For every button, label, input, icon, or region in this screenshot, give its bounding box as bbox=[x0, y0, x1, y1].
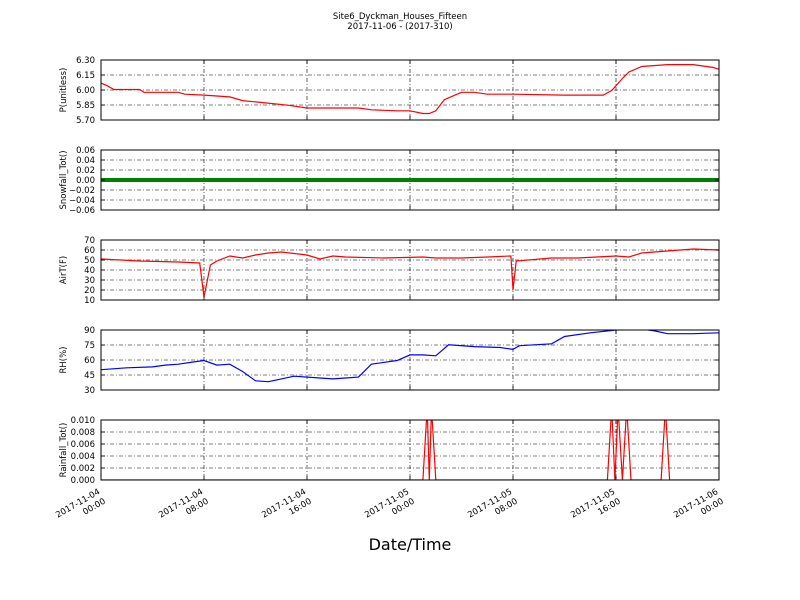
y-tick-label: 6.15 bbox=[76, 71, 95, 81]
y-tick-label: 6.00 bbox=[76, 86, 95, 96]
y-tick-label: 0.010 bbox=[71, 416, 95, 426]
y-axis-label: P(unitless) bbox=[59, 68, 69, 113]
panel-2: −0.06−0.04−0.020.000.020.040.06 Snowfall_… bbox=[59, 146, 720, 216]
y-tick-label: 20 bbox=[84, 286, 95, 296]
y-tick-label: −0.02 bbox=[69, 186, 95, 196]
y-tick-label: 70 bbox=[84, 236, 95, 246]
y-tick-label: 50 bbox=[84, 256, 95, 266]
y-tick-label: 10 bbox=[84, 296, 95, 306]
y-tick-label: 75 bbox=[84, 341, 95, 351]
y-tick-label: 0.008 bbox=[71, 428, 95, 438]
series-line bbox=[101, 420, 719, 480]
y-axis-label: Rainfall_Tot() bbox=[59, 423, 69, 478]
y-tick-label: 5.85 bbox=[76, 101, 95, 111]
y-tick-label: 0.06 bbox=[76, 146, 95, 156]
y-tick-label: 0.004 bbox=[71, 452, 95, 462]
y-tick-label: −0.04 bbox=[69, 196, 95, 206]
panel-1: 5.70 5.85 6.00 6.15 6.30 P(unitless) bbox=[59, 56, 720, 126]
y-tick-label: 30 bbox=[84, 276, 95, 286]
y-tick-label: 40 bbox=[84, 266, 95, 276]
y-tick-label: −0.06 bbox=[69, 206, 95, 216]
panel-5: 0.000 0.002 0.004 0.006 0.008 0.010Rainfall_T… bbox=[59, 416, 720, 486]
y-tick-label: 5.70 bbox=[76, 116, 95, 126]
y-axis-label: RH(%) bbox=[59, 346, 69, 373]
series-line bbox=[101, 63, 719, 115]
y-tick-label: 0.000 bbox=[71, 476, 95, 486]
y-axis-label: AirT(F) bbox=[59, 256, 69, 284]
chart-title: Site6_Dyckman_Houses_Fifteen bbox=[333, 12, 467, 22]
y-tick-label: 60 bbox=[84, 356, 95, 366]
y-tick-label: 0.02 bbox=[76, 166, 95, 176]
panels-group: 5.705.856.006.156.30P(unitless)−0.06−0.0… bbox=[59, 56, 720, 486]
y-tick-label: 0.00 bbox=[76, 176, 95, 186]
y-tick-label: 0.04 bbox=[76, 156, 95, 166]
y-tick-label: 0.006 bbox=[71, 440, 95, 450]
y-tick-label: 0.002 bbox=[71, 464, 95, 474]
y-tick-label: 45 bbox=[84, 371, 95, 381]
series-line bbox=[101, 248, 719, 298]
panel-4: 30 45 60 75 90 RH(%) bbox=[59, 326, 720, 396]
y-tick-label: 6.30 bbox=[76, 56, 95, 66]
chart-subtitle: 2017-11-06 - (2017-310) bbox=[347, 22, 452, 32]
y-tick-label: 90 bbox=[84, 326, 95, 336]
y-axis-label: Snowfall_Tot() bbox=[59, 150, 69, 209]
x-axis-label: Date/Time bbox=[369, 535, 452, 554]
y-tick-label: 30 bbox=[84, 386, 95, 396]
y-tick-label: 60 bbox=[84, 246, 95, 256]
series-line bbox=[101, 330, 719, 383]
